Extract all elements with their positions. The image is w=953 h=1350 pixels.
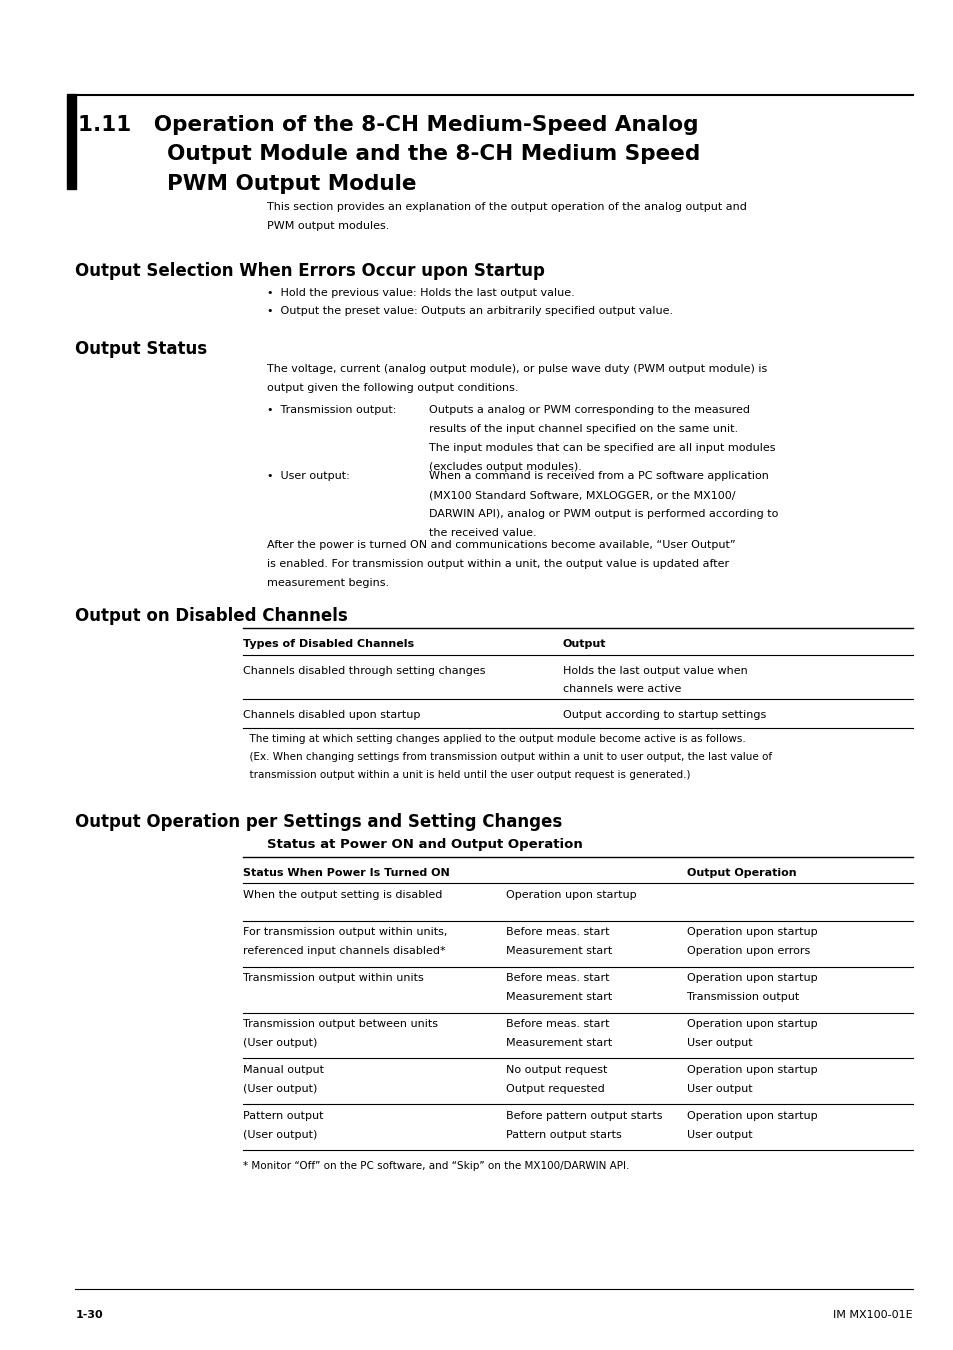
Text: output given the following output conditions.: output given the following output condit… — [267, 383, 518, 393]
Text: Output Selection When Errors Occur upon Startup: Output Selection When Errors Occur upon … — [75, 262, 545, 279]
Text: Output on Disabled Channels: Output on Disabled Channels — [75, 608, 348, 625]
Text: Status When Power Is Turned ON: Status When Power Is Turned ON — [243, 868, 450, 878]
Text: Output Operation per Settings and Setting Changes: Output Operation per Settings and Settin… — [75, 813, 562, 830]
Text: (User output): (User output) — [243, 1130, 317, 1139]
Text: This section provides an explanation of the output operation of the analog outpu: This section provides an explanation of … — [267, 202, 746, 212]
Text: results of the input channel specified on the same unit.: results of the input channel specified o… — [429, 424, 738, 433]
Text: (MX100 Standard Software, MXLOGGER, or the MX100/: (MX100 Standard Software, MXLOGGER, or t… — [429, 490, 735, 500]
Text: Output requested: Output requested — [505, 1084, 604, 1094]
Text: Output Operation: Output Operation — [686, 868, 796, 878]
Text: Measurement start: Measurement start — [505, 946, 611, 956]
Text: Manual output: Manual output — [243, 1065, 324, 1075]
Text: the received value.: the received value. — [429, 528, 537, 537]
Text: Measurement start: Measurement start — [505, 992, 611, 1002]
Text: For transmission output within units,: For transmission output within units, — [243, 927, 447, 937]
Text: When a command is received from a PC software application: When a command is received from a PC sof… — [429, 471, 768, 481]
Text: Output according to startup settings: Output according to startup settings — [562, 710, 765, 720]
Text: Transmission output within units: Transmission output within units — [243, 973, 423, 983]
Text: PWM Output Module: PWM Output Module — [167, 174, 416, 194]
Text: transmission output within a unit is held until the user output request is gener: transmission output within a unit is hel… — [243, 769, 690, 779]
Text: Before meas. start: Before meas. start — [505, 973, 608, 983]
Text: channels were active: channels were active — [562, 684, 680, 694]
Text: Types of Disabled Channels: Types of Disabled Channels — [243, 639, 414, 648]
Text: (Ex. When changing settings from transmission output within a unit to user outpu: (Ex. When changing settings from transmi… — [243, 752, 772, 761]
Text: Outputs a analog or PWM corresponding to the measured: Outputs a analog or PWM corresponding to… — [429, 405, 749, 414]
Text: The voltage, current (analog output module), or pulse wave duty (PWM output modu: The voltage, current (analog output modu… — [267, 364, 766, 374]
Text: is enabled. For transmission output within a unit, the output value is updated a: is enabled. For transmission output with… — [267, 559, 728, 568]
Text: Channels disabled upon startup: Channels disabled upon startup — [243, 710, 420, 720]
Text: •  Transmission output:: • Transmission output: — [267, 405, 396, 414]
Text: Output: Output — [562, 639, 606, 648]
Text: Operation upon startup: Operation upon startup — [686, 1111, 817, 1120]
Text: Pattern output: Pattern output — [243, 1111, 323, 1120]
Text: The input modules that can be specified are all input modules: The input modules that can be specified … — [429, 443, 775, 452]
Text: 1.11   Operation of the 8-CH Medium-Speed Analog: 1.11 Operation of the 8-CH Medium-Speed … — [78, 115, 698, 135]
Text: (User output): (User output) — [243, 1038, 317, 1048]
Text: (User output): (User output) — [243, 1084, 317, 1094]
Text: When the output setting is disabled: When the output setting is disabled — [243, 890, 442, 899]
Text: PWM output modules.: PWM output modules. — [267, 221, 389, 231]
Text: User output: User output — [686, 1038, 752, 1048]
Text: Operation upon startup: Operation upon startup — [686, 1019, 817, 1029]
Text: Operation upon startup: Operation upon startup — [686, 1065, 817, 1075]
Text: Operation upon startup: Operation upon startup — [505, 890, 636, 899]
Text: Pattern output starts: Pattern output starts — [505, 1130, 620, 1139]
Text: 1-30: 1-30 — [75, 1310, 103, 1319]
Text: After the power is turned ON and communications become available, “User Output”: After the power is turned ON and communi… — [267, 540, 735, 549]
Text: •  User output:: • User output: — [267, 471, 350, 481]
Text: Output Module and the 8-CH Medium Speed: Output Module and the 8-CH Medium Speed — [167, 144, 700, 165]
Text: * Monitor “Off” on the PC software, and “Skip” on the MX100/DARWIN API.: * Monitor “Off” on the PC software, and … — [243, 1161, 629, 1170]
Text: IM MX100-01E: IM MX100-01E — [833, 1310, 912, 1319]
Text: Before pattern output starts: Before pattern output starts — [505, 1111, 661, 1120]
Text: Operation upon startup: Operation upon startup — [686, 927, 817, 937]
Bar — [67, 95, 76, 189]
Text: Before meas. start: Before meas. start — [505, 927, 608, 937]
Text: •  Hold the previous value: Holds the last output value.: • Hold the previous value: Holds the las… — [267, 288, 575, 297]
Text: User output: User output — [686, 1084, 752, 1094]
Text: Transmission output between units: Transmission output between units — [243, 1019, 437, 1029]
Text: DARWIN API), analog or PWM output is performed according to: DARWIN API), analog or PWM output is per… — [429, 509, 778, 518]
Text: Holds the last output value when: Holds the last output value when — [562, 666, 747, 675]
Text: Operation upon startup: Operation upon startup — [686, 973, 817, 983]
Text: Operation upon errors: Operation upon errors — [686, 946, 809, 956]
Text: (excludes output modules).: (excludes output modules). — [429, 462, 581, 471]
Text: •  Output the preset value: Outputs an arbitrarily specified output value.: • Output the preset value: Outputs an ar… — [267, 306, 673, 316]
Text: referenced input channels disabled*: referenced input channels disabled* — [243, 946, 445, 956]
Text: The timing at which setting changes applied to the output module become active i: The timing at which setting changes appl… — [243, 734, 745, 744]
Text: No output request: No output request — [505, 1065, 606, 1075]
Text: Before meas. start: Before meas. start — [505, 1019, 608, 1029]
Text: Channels disabled through setting changes: Channels disabled through setting change… — [243, 666, 485, 675]
Text: User output: User output — [686, 1130, 752, 1139]
Text: measurement begins.: measurement begins. — [267, 578, 389, 587]
Text: Output Status: Output Status — [75, 340, 207, 358]
Text: Status at Power ON and Output Operation: Status at Power ON and Output Operation — [267, 838, 582, 852]
Text: Transmission output: Transmission output — [686, 992, 799, 1002]
Text: Measurement start: Measurement start — [505, 1038, 611, 1048]
